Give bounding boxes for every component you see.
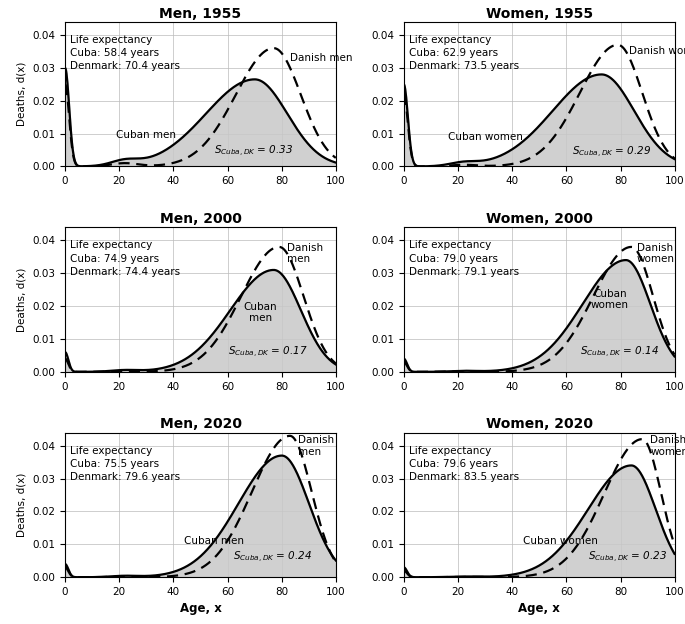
Text: Cuban
men: Cuban men	[243, 302, 277, 323]
Text: Danish
women: Danish women	[637, 243, 675, 265]
Title: Women, 2000: Women, 2000	[486, 212, 593, 226]
Title: Women, 2020: Women, 2020	[486, 417, 593, 431]
Title: Men, 2000: Men, 2000	[160, 212, 242, 226]
Text: Cuban men: Cuban men	[116, 130, 176, 140]
Text: Cuban men: Cuban men	[184, 536, 244, 546]
Title: Men, 1955: Men, 1955	[160, 7, 242, 21]
Text: Danish
women: Danish women	[650, 435, 685, 457]
Text: Cuban
women: Cuban women	[590, 289, 629, 310]
Text: $S_{Cuba,DK}$ = 0.23: $S_{Cuba,DK}$ = 0.23	[588, 550, 667, 565]
Title: Men, 2020: Men, 2020	[160, 417, 242, 431]
Text: Life expectancy
Cuba: 79.6 years
Denmark: 83.5 years: Life expectancy Cuba: 79.6 years Denmark…	[409, 446, 519, 482]
Text: Cuban women: Cuban women	[523, 536, 599, 546]
Text: Danish men: Danish men	[290, 53, 353, 63]
Text: Life expectancy
Cuba: 74.9 years
Denmark: 74.4 years: Life expectancy Cuba: 74.9 years Denmark…	[71, 240, 181, 277]
Y-axis label: Deaths, d(x): Deaths, d(x)	[17, 267, 27, 332]
Text: Life expectancy
Cuba: 62.9 years
Denmark: 73.5 years: Life expectancy Cuba: 62.9 years Denmark…	[409, 35, 519, 71]
Text: Danish women: Danish women	[629, 46, 685, 56]
Text: Danish
men: Danish men	[287, 243, 323, 265]
X-axis label: Age, x: Age, x	[519, 603, 560, 615]
Text: $S_{Cuba,DK}$ = 0.24: $S_{Cuba,DK}$ = 0.24	[233, 550, 312, 565]
Y-axis label: Deaths, d(x): Deaths, d(x)	[17, 62, 27, 126]
Text: Cuban women: Cuban women	[447, 132, 523, 142]
Y-axis label: Deaths, d(x): Deaths, d(x)	[17, 473, 27, 537]
Text: $S_{Cuba,DK}$ = 0.17: $S_{Cuba,DK}$ = 0.17	[227, 344, 308, 359]
Text: $S_{Cuba,DK}$ = 0.33: $S_{Cuba,DK}$ = 0.33	[214, 144, 294, 159]
Text: Life expectancy
Cuba: 58.4 years
Denmark: 70.4 years: Life expectancy Cuba: 58.4 years Denmark…	[71, 35, 180, 71]
X-axis label: Age, x: Age, x	[179, 603, 221, 615]
Text: Life expectancy
Cuba: 79.0 years
Denmark: 79.1 years: Life expectancy Cuba: 79.0 years Denmark…	[409, 240, 519, 277]
Title: Women, 1955: Women, 1955	[486, 7, 593, 21]
Text: Danish
men: Danish men	[298, 435, 334, 457]
Text: $S_{Cuba,DK}$ = 0.14: $S_{Cuba,DK}$ = 0.14	[580, 344, 659, 359]
Text: Life expectancy
Cuba: 75.5 years
Denmark: 79.6 years: Life expectancy Cuba: 75.5 years Denmark…	[71, 446, 181, 482]
Text: $S_{Cuba,DK}$ = 0.29: $S_{Cuba,DK}$ = 0.29	[572, 145, 651, 160]
